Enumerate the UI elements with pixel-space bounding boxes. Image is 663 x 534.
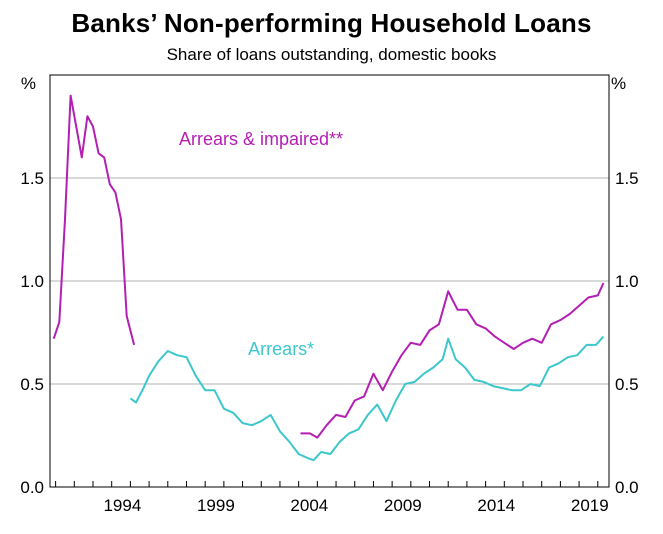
x-tick-label: 2019 bbox=[571, 496, 609, 515]
series-line-arrears bbox=[129, 335, 605, 462]
x-tick-label: 1999 bbox=[197, 496, 235, 515]
x-tick-label: 2004 bbox=[290, 496, 328, 515]
y-unit-right: % bbox=[611, 74, 626, 93]
x-tick-label: 2014 bbox=[477, 496, 515, 515]
series-line-arrears-impaired bbox=[300, 282, 605, 439]
y-tick-label-right: 0.0 bbox=[615, 478, 639, 497]
series-line-arrears-impaired bbox=[52, 94, 136, 346]
y-axis: 0.0 0.0 0.5 0.5 1.0 1.0 1.5 1.5%% bbox=[20, 74, 638, 497]
x-tick-label: 1994 bbox=[103, 496, 141, 515]
grid-lines bbox=[50, 177, 609, 385]
series-label: Arrears & impaired** bbox=[179, 129, 343, 149]
y-tick-label-left: 1.0 bbox=[20, 272, 44, 291]
plot-frame bbox=[49, 74, 610, 488]
y-tick-label-left: 0.0 bbox=[20, 478, 44, 497]
y-tick-label-right: 1.5 bbox=[615, 169, 639, 188]
chart-subtitle: Share of loans outstanding, domestic boo… bbox=[166, 45, 497, 64]
series-label: Arrears* bbox=[248, 339, 314, 359]
series-group bbox=[52, 94, 605, 462]
chart-title: Banks’ Non-performing Household Loans bbox=[71, 8, 592, 38]
y-tick-label-left: 1.5 bbox=[20, 169, 44, 188]
x-tick-label: 2009 bbox=[384, 496, 422, 515]
x-axis: 1994 1999 2004 2009 2014 2019 bbox=[55, 481, 609, 515]
y-tick-label-right: 1.0 bbox=[615, 272, 639, 291]
annotations: Arrears & impaired** Arrears* bbox=[179, 129, 343, 359]
y-tick-label-right: 0.5 bbox=[615, 375, 639, 394]
y-tick-label-left: 0.5 bbox=[20, 375, 44, 394]
y-unit-left: % bbox=[21, 74, 36, 93]
